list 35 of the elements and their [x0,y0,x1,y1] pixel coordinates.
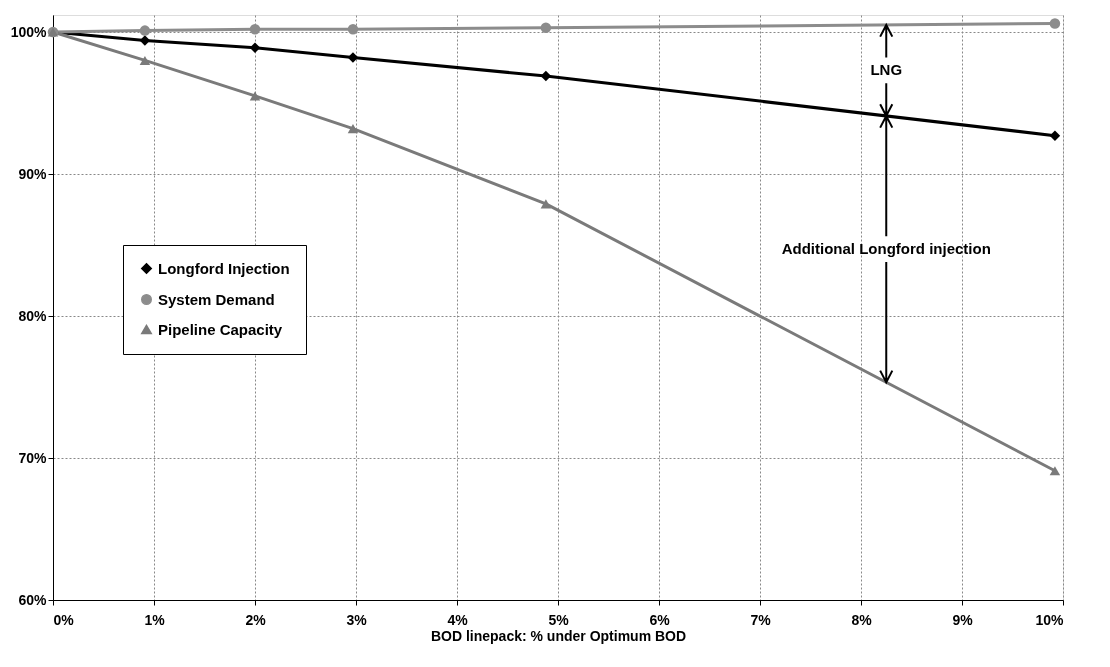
x-tick-label: 0% [53,611,75,628]
annotation: Additional Longford injection [781,240,991,258]
point [249,23,261,35]
x-tick-label: 8% [851,611,873,628]
x-tick-label: 3% [346,611,368,628]
x-tick-label: 9% [952,611,974,628]
legend-label: Pipeline Capacity [158,320,283,338]
x-tick-label: 5% [548,611,570,628]
y-tick-label: 80% [18,307,48,324]
point [139,55,151,65]
point [347,23,359,35]
annotation: LNG [870,61,903,79]
point [347,52,359,63]
legend-label: Longford Injection [158,259,290,277]
x-tick-label: 4% [447,611,469,628]
point [139,35,151,46]
point [540,199,552,209]
point [249,91,261,101]
x-tick-label: 2% [245,611,267,628]
y-tick-label: 90% [18,165,48,182]
point [1049,130,1061,141]
y-tick-label: 60% [18,591,48,608]
legend-label: System Demand [158,290,275,308]
point [347,124,359,134]
point [139,25,151,36]
point [1049,466,1061,476]
x-tick-label: 6% [649,611,671,628]
x-axis-title: BOD linepack: % under Optimum BOD [430,627,687,644]
point [540,22,552,34]
x-tick-label: 7% [750,611,772,628]
y-tick-label: 70% [18,449,48,466]
x-tick-label: 10% [1035,611,1065,628]
point [1049,18,1061,29]
y-tick-label: 100% [10,23,48,40]
x-tick-label: 1% [144,611,166,628]
